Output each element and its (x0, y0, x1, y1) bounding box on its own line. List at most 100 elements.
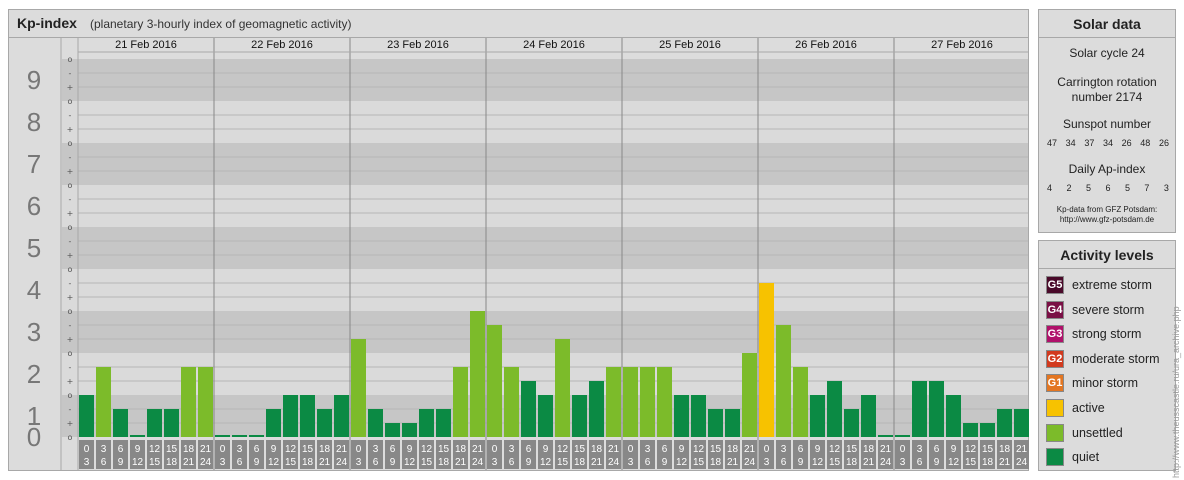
hour-cell (487, 440, 502, 469)
hour-cell (453, 440, 468, 469)
kp-bar (266, 408, 281, 437)
kp-bar (538, 395, 553, 437)
hour-end-label: 3 (492, 457, 498, 468)
legend-swatch: G4 (1046, 300, 1064, 319)
hour-cell (759, 440, 774, 469)
sunspot-value: 26 (1158, 138, 1169, 148)
hour-end-label: 21 (591, 457, 603, 468)
hour-end-label: 21 (863, 457, 875, 468)
kp-bar (997, 408, 1012, 437)
hour-end-label: 6 (373, 457, 379, 468)
kp-bar (419, 408, 434, 437)
kp-bar (793, 366, 808, 437)
hour-cell (878, 440, 893, 469)
legend-item: G3 strong storm (1046, 324, 1141, 344)
ap-index-values: 4 2 5 6 5 7 3 (1043, 183, 1173, 193)
band-1 (62, 353, 1028, 395)
hour-end-label: 18 (438, 457, 450, 468)
hour-end-label: 3 (764, 457, 770, 468)
hour-start-label: 18 (727, 444, 739, 455)
sub-tick-label: + (67, 335, 74, 344)
hour-cell (572, 440, 587, 469)
sub-tick-label: - (69, 111, 72, 120)
legend-swatch: G2 (1046, 349, 1064, 368)
hour-start-label: 21 (1016, 444, 1028, 455)
hour-end-label: 3 (220, 457, 226, 468)
hour-cell (963, 440, 978, 469)
hour-end-label: 12 (268, 457, 280, 468)
kp-bar (215, 435, 230, 437)
hour-cell (606, 440, 621, 469)
hour-start-label: 18 (183, 444, 195, 455)
kp-bar (912, 381, 927, 437)
hour-cell (776, 440, 791, 469)
hour-end-label: 3 (356, 457, 362, 468)
kp-bar (96, 366, 111, 437)
hour-end-label: 12 (812, 457, 824, 468)
hour-cell (674, 440, 689, 469)
kp-bar (963, 423, 978, 437)
kp-bar (742, 353, 757, 437)
hour-start-label: 6 (934, 444, 940, 455)
hour-start-label: 0 (492, 444, 498, 455)
hour-cell (946, 440, 961, 469)
sunspot-value: 26 (1121, 138, 1132, 148)
hour-end-label: 18 (982, 457, 994, 468)
legend-item: G2 moderate storm (1046, 349, 1160, 369)
hour-cell (640, 440, 655, 469)
y-tick-label: 7 (27, 149, 41, 179)
hour-cell (470, 440, 485, 469)
sub-tick-label: o (68, 223, 73, 232)
hour-end-label: 24 (880, 457, 892, 468)
sub-tick-label: + (67, 251, 74, 260)
band-4 (62, 227, 1028, 269)
legend-item: quiet (1046, 447, 1099, 467)
kp-bar (878, 435, 893, 437)
hour-start-label: 12 (965, 444, 977, 455)
hour-cell (827, 440, 842, 469)
hour-end-label: 9 (390, 457, 396, 468)
hour-end-label: 6 (645, 457, 651, 468)
hour-end-label: 9 (798, 457, 804, 468)
hour-end-label: 21 (999, 457, 1011, 468)
hour-start-label: 3 (917, 444, 923, 455)
kp-bar (980, 423, 995, 437)
credit-url: http://www.theusscastle.ru/ura_archive.p… (1171, 306, 1181, 478)
hour-start-label: 15 (982, 444, 994, 455)
hour-start-label: 3 (645, 444, 651, 455)
sub-tick-label: o (68, 391, 73, 400)
hour-start-label: 0 (84, 444, 90, 455)
legend-item: G4 severe storm (1046, 300, 1144, 320)
hour-start-label: 12 (693, 444, 705, 455)
y-tick-label: 8 (27, 107, 41, 137)
hour-cell (147, 440, 162, 469)
hour-end-label: 15 (693, 457, 705, 468)
date-label: 23 Feb 2016 (387, 39, 449, 51)
hour-cell (708, 440, 723, 469)
hour-end-label: 24 (472, 457, 484, 468)
sunspot-value: 48 (1140, 138, 1151, 148)
hour-cell (929, 440, 944, 469)
sub-tick-label: o (68, 433, 73, 442)
hour-start-label: 12 (557, 444, 569, 455)
hour-end-label: 15 (285, 457, 297, 468)
hour-cell (334, 440, 349, 469)
band-3 (62, 269, 1028, 311)
kp-bar (487, 324, 502, 437)
hour-start-label: 18 (455, 444, 467, 455)
sunspot-label: Sunspot number (1062, 117, 1152, 131)
hour-cell (402, 440, 417, 469)
hour-start-label: 21 (880, 444, 892, 455)
chart-subtitle: (planetary 3-hourly index of geomagnetic… (90, 17, 352, 31)
kp-bar (470, 311, 485, 437)
hour-cell (725, 440, 740, 469)
date-label: 27 Feb 2016 (931, 39, 993, 51)
kp-bar (844, 408, 859, 437)
hour-cell (351, 440, 366, 469)
hour-start-label: 6 (254, 444, 260, 455)
hour-start-label: 21 (608, 444, 620, 455)
y-tick-label: 1 (27, 401, 41, 431)
hour-start-label: 12 (149, 444, 161, 455)
hour-end-label: 12 (676, 457, 688, 468)
hour-start-label: 0 (900, 444, 906, 455)
